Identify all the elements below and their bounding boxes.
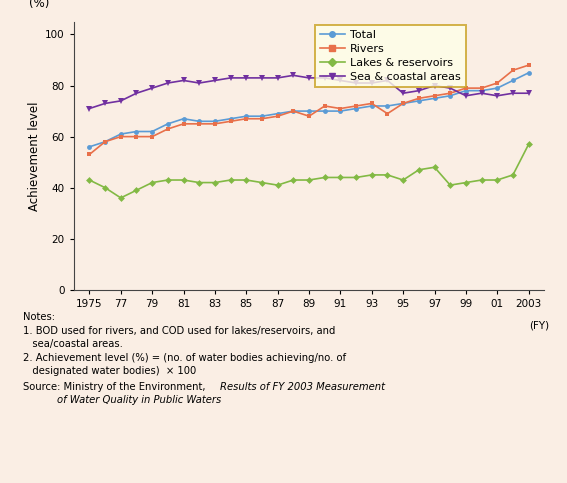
- Text: (%): (%): [29, 0, 49, 10]
- Text: Source: Ministry of the Environment,: Source: Ministry of the Environment,: [23, 382, 208, 392]
- Text: sea/coastal areas.: sea/coastal areas.: [23, 339, 122, 349]
- Legend: Total, Rivers, Lakes & reservoirs, Sea & coastal areas: Total, Rivers, Lakes & reservoirs, Sea &…: [315, 25, 467, 87]
- Y-axis label: Achievement level: Achievement level: [28, 101, 41, 211]
- Text: of Water Quality in Public Waters: of Water Quality in Public Waters: [57, 395, 221, 405]
- Text: 1. BOD used for rivers, and COD used for lakes/reservoirs, and: 1. BOD used for rivers, and COD used for…: [23, 326, 335, 336]
- Text: (FY): (FY): [529, 321, 549, 331]
- Text: Results of FY 2003 Measurement: Results of FY 2003 Measurement: [220, 382, 385, 392]
- Text: 2. Achievement level (%) = (no. of water bodies achieving/no. of: 2. Achievement level (%) = (no. of water…: [23, 353, 346, 363]
- Text: Notes:: Notes:: [23, 312, 54, 322]
- Text: designated water bodies)  × 100: designated water bodies) × 100: [23, 366, 196, 376]
